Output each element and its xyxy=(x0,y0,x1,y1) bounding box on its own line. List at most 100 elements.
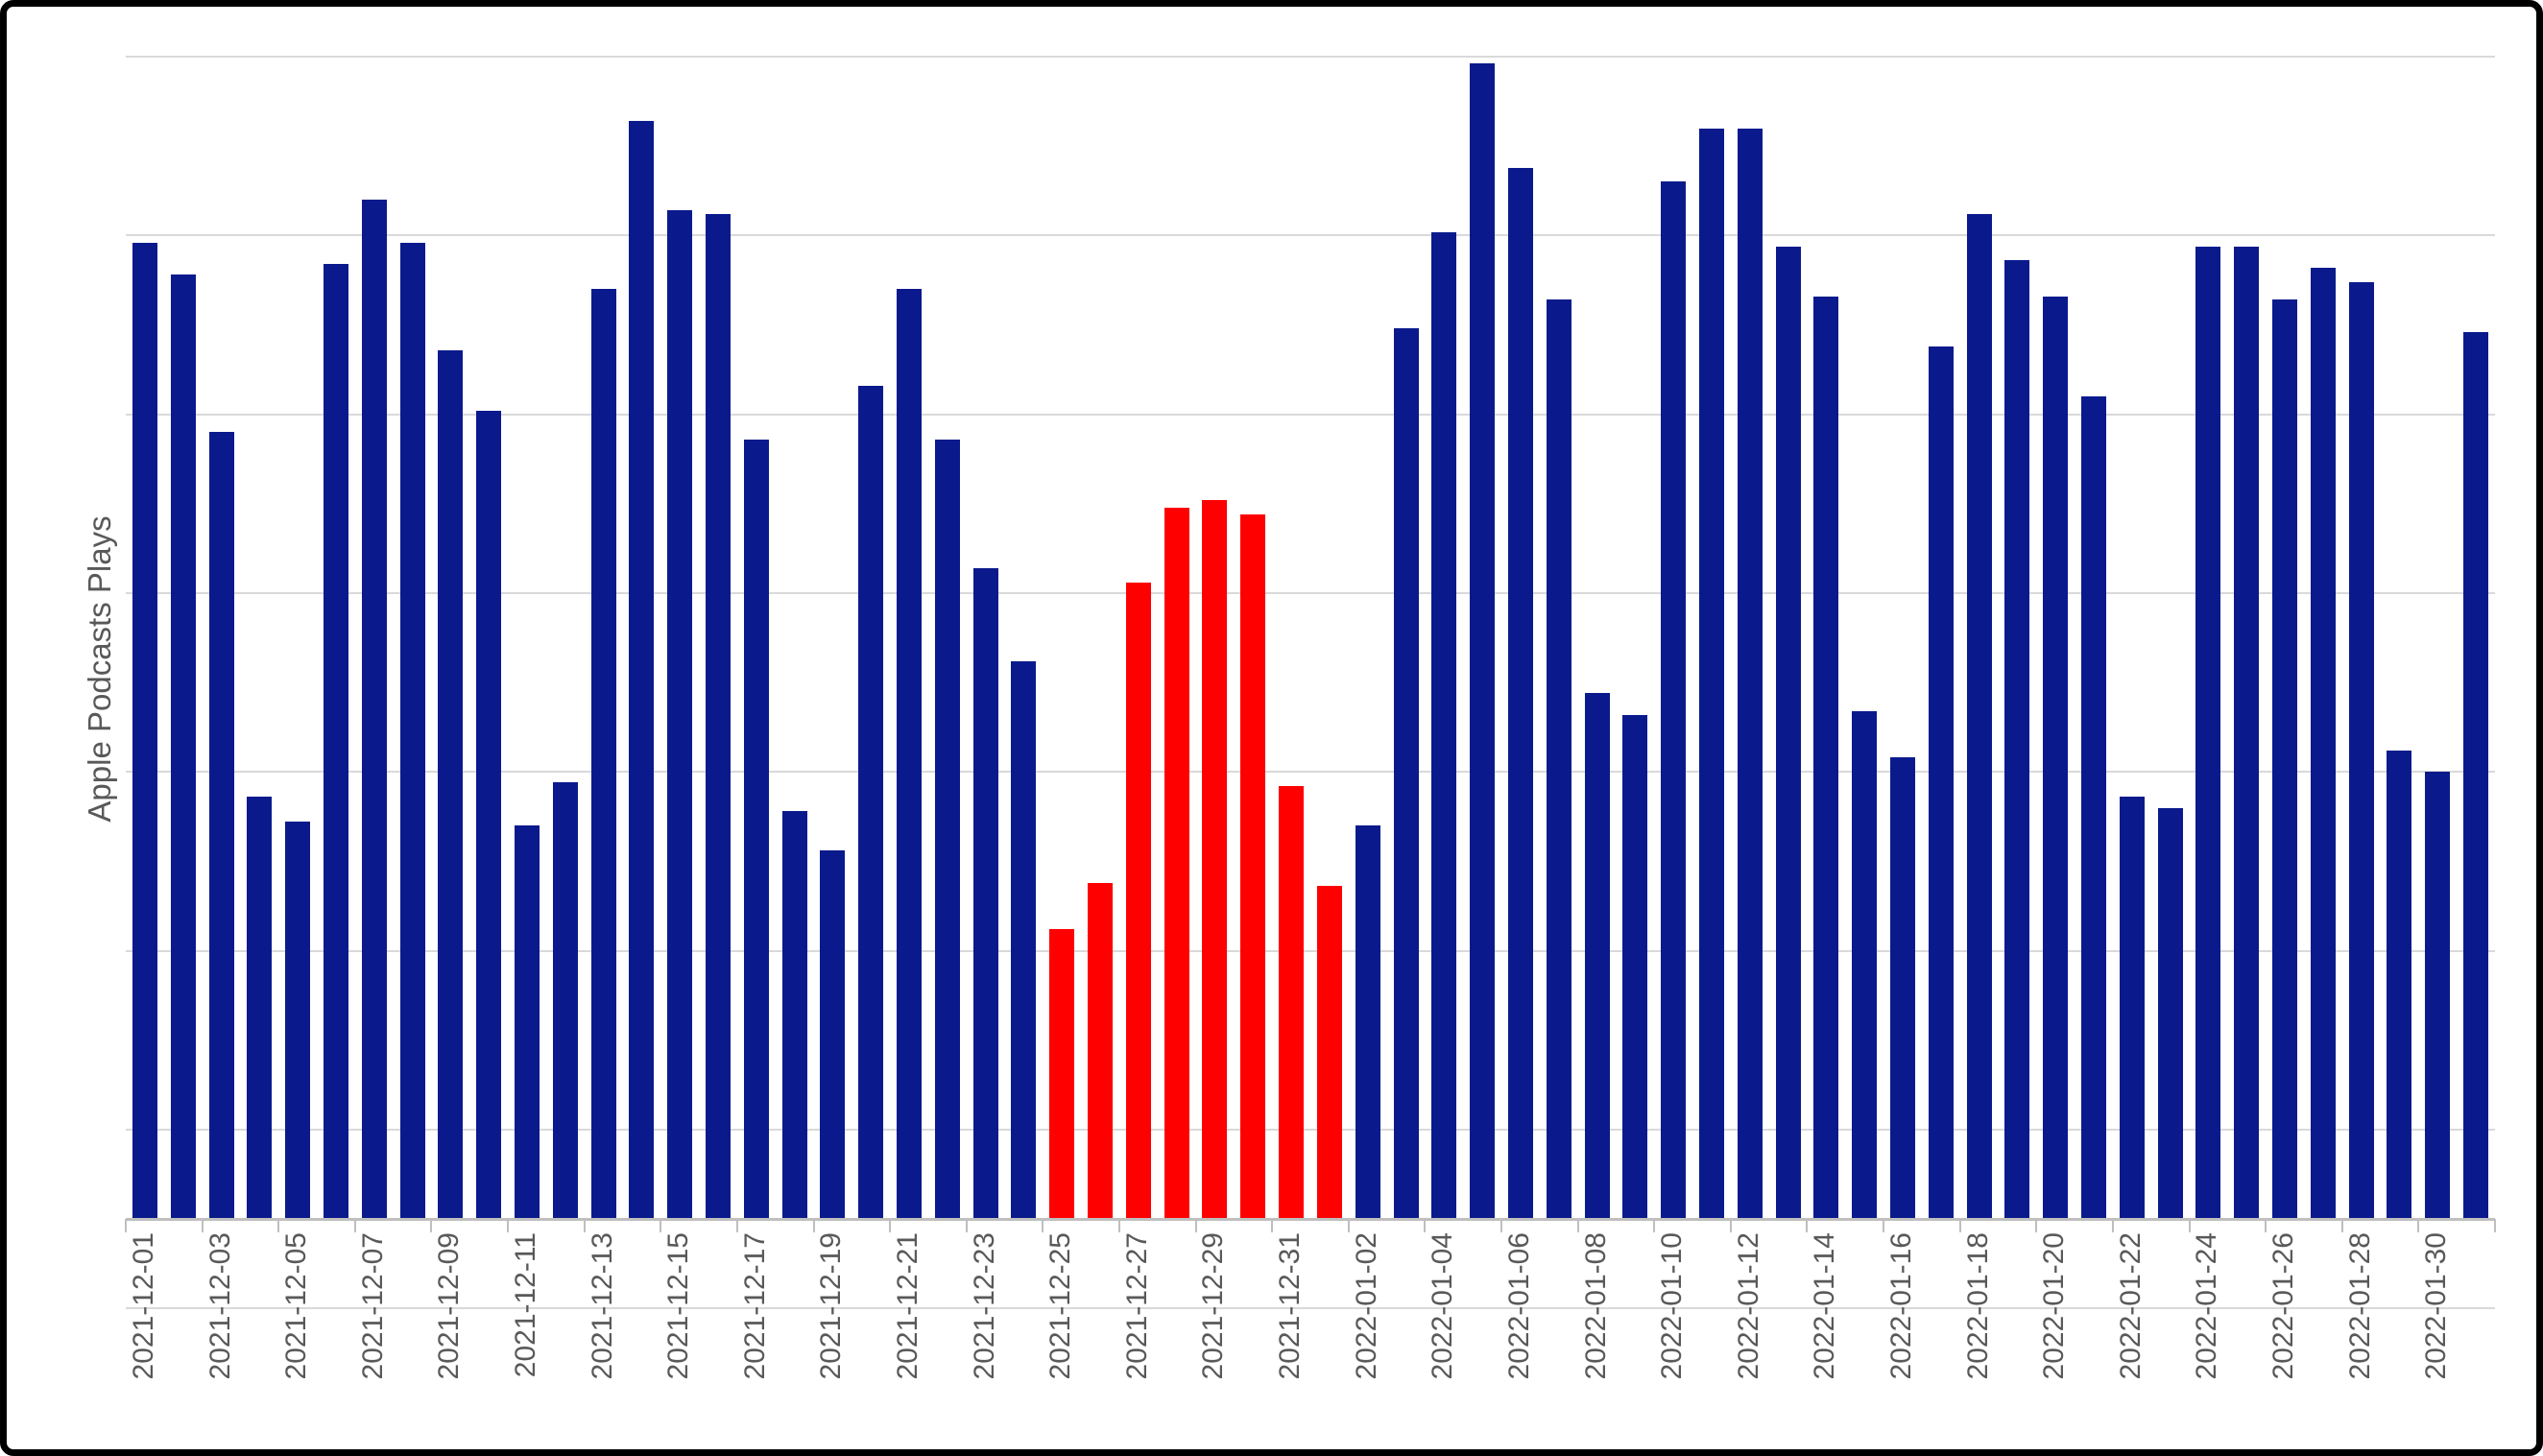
bar xyxy=(1355,825,1380,1219)
bar xyxy=(1470,63,1496,1219)
bar-highlighted xyxy=(1125,582,1151,1219)
tick-mark xyxy=(1194,1219,1197,1232)
x-tick-label: 2022-01-02 xyxy=(1350,1232,1382,1380)
tick-mark xyxy=(2035,1219,2038,1232)
tick-mark xyxy=(507,1219,510,1232)
x-tick-label: 2022-01-06 xyxy=(1502,1232,1535,1380)
bar xyxy=(476,410,502,1219)
bar xyxy=(934,439,960,1219)
bar xyxy=(2234,246,2260,1219)
tick-mark xyxy=(965,1219,968,1232)
x-tick-label: 2022-01-14 xyxy=(1809,1232,1841,1380)
tick-mark xyxy=(2340,1219,2343,1232)
bar xyxy=(743,439,769,1219)
bar xyxy=(1431,231,1457,1219)
bar xyxy=(399,242,425,1219)
tick-mark xyxy=(2188,1219,2191,1232)
bar xyxy=(1852,710,1878,1219)
x-tick-label: 2021-12-21 xyxy=(892,1232,924,1380)
gridline xyxy=(126,56,2495,58)
bar-highlighted xyxy=(1088,882,1114,1219)
x-tick-label: 2022-01-08 xyxy=(1579,1232,1612,1380)
tick-mark xyxy=(1042,1219,1044,1232)
gridline xyxy=(126,234,2495,237)
tick-mark xyxy=(735,1219,738,1232)
bar xyxy=(2272,299,2298,1219)
bar xyxy=(1011,660,1037,1219)
x-tick-label: 2021-12-03 xyxy=(204,1232,236,1380)
bar xyxy=(972,567,998,1219)
tick-mark xyxy=(1653,1219,1656,1232)
tick-mark xyxy=(1271,1219,1274,1232)
bar xyxy=(1393,328,1419,1219)
bar xyxy=(1661,181,1687,1219)
x-tick-label: 2022-01-20 xyxy=(2038,1232,2071,1380)
tick-mark xyxy=(201,1219,204,1232)
bar xyxy=(781,811,807,1219)
bar xyxy=(2463,331,2489,1219)
x-tick-label: 2021-12-13 xyxy=(586,1232,618,1380)
bar xyxy=(2043,296,2069,1219)
x-tick-label: 2021-12-17 xyxy=(738,1232,771,1380)
bar-highlighted xyxy=(1316,886,1342,1219)
x-tick-label: 2021-12-27 xyxy=(1120,1232,1153,1380)
x-tick-label: 2021-12-15 xyxy=(662,1232,695,1380)
x-tick-label: 2021-12-09 xyxy=(433,1232,466,1380)
x-tick-label: 2022-01-26 xyxy=(2267,1232,2300,1380)
bar xyxy=(1507,167,1533,1219)
tick-mark xyxy=(1117,1219,1120,1232)
bar-highlighted xyxy=(1240,513,1266,1219)
tick-mark xyxy=(125,1219,127,1232)
x-tick-label: 2021-12-11 xyxy=(509,1232,541,1378)
y-axis-title: Apple Podcasts Plays xyxy=(82,515,117,823)
bar xyxy=(552,782,578,1219)
bar xyxy=(590,289,616,1219)
tick-mark xyxy=(1347,1219,1350,1232)
gridline xyxy=(126,591,2495,594)
gridline xyxy=(126,413,2495,416)
gridline xyxy=(126,1307,2495,1310)
x-tick-label: 2022-01-18 xyxy=(1961,1232,1994,1380)
bar xyxy=(285,822,311,1219)
tick-mark xyxy=(430,1219,433,1232)
bar-highlighted xyxy=(1202,500,1228,1219)
bar xyxy=(820,850,846,1219)
x-tick-label: 2022-01-10 xyxy=(1656,1232,1689,1380)
tick-mark xyxy=(1576,1219,1579,1232)
gridline xyxy=(126,771,2495,774)
x-tick-label: 2022-01-24 xyxy=(2191,1232,2223,1380)
bar xyxy=(1966,213,1992,1219)
bar xyxy=(629,121,655,1219)
tick-mark xyxy=(2265,1219,2267,1232)
gridline xyxy=(126,1128,2495,1131)
bar xyxy=(1775,246,1801,1219)
tick-mark xyxy=(889,1219,892,1232)
bar xyxy=(1584,693,1610,1219)
x-tick-label: 2022-01-16 xyxy=(1885,1232,1917,1380)
bar-highlighted xyxy=(1049,929,1075,1219)
bar xyxy=(2310,267,2336,1219)
tick-mark xyxy=(1500,1219,1503,1232)
bar xyxy=(2081,396,2107,1219)
bar xyxy=(2348,281,2374,1219)
x-tick-label: 2021-12-01 xyxy=(127,1232,159,1380)
x-tick-label: 2021-12-23 xyxy=(968,1232,1000,1380)
bar xyxy=(1698,128,1724,1219)
bar xyxy=(1546,299,1571,1219)
bar-highlighted xyxy=(1279,786,1305,1219)
bar xyxy=(2387,750,2412,1219)
x-tick-label: 2021-12-31 xyxy=(1274,1232,1307,1380)
tick-mark xyxy=(2494,1219,2496,1232)
tick-mark xyxy=(1729,1219,1732,1232)
x-tick-label: 2021-12-25 xyxy=(1044,1232,1077,1380)
tick-mark xyxy=(1883,1219,1885,1232)
x-tick-label: 2022-01-12 xyxy=(1732,1232,1764,1380)
bar xyxy=(1813,296,1839,1219)
bars-layer xyxy=(126,57,2495,1219)
bar xyxy=(170,274,196,1219)
x-tick-label: 2022-01-04 xyxy=(1427,1232,1459,1380)
x-tick-label: 2022-01-28 xyxy=(2343,1232,2376,1380)
gridline xyxy=(126,949,2495,952)
tick-mark xyxy=(277,1219,280,1232)
